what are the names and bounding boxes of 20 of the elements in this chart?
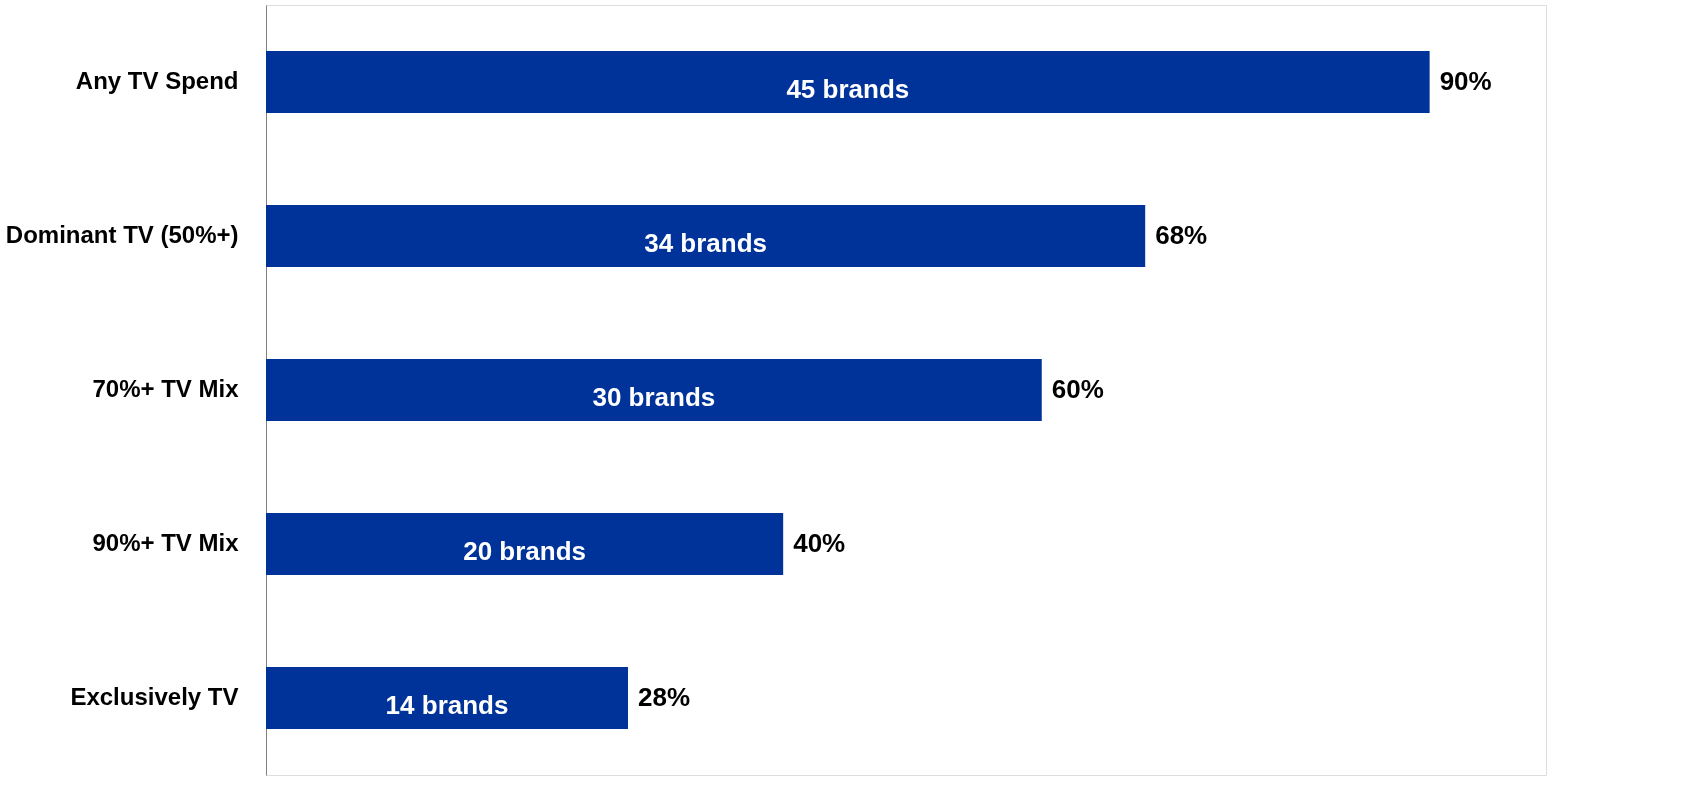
bar	[266, 205, 1146, 267]
data-label: 68%	[1155, 220, 1208, 250]
annotation: 14 brands	[385, 690, 509, 720]
y-tick-label: Dominant TV (50%+)	[5, 221, 239, 248]
y-tick-label: Exclusively TV	[70, 683, 239, 710]
annotation: 30 brands	[592, 382, 716, 412]
bar	[266, 51, 1430, 113]
data-label: 60%	[1051, 374, 1104, 404]
data-label: 28%	[638, 682, 691, 712]
y-tick-label: 70%+ TV Mix	[92, 375, 240, 402]
data-label: 40%	[793, 528, 846, 558]
bar	[266, 513, 784, 575]
bar	[266, 359, 1042, 421]
y-tick-label: 90%+ TV Mix	[92, 529, 240, 556]
data-label: 90%	[1439, 66, 1492, 96]
y-tick-label: Any TV Spend	[75, 67, 239, 94]
annotation: 45 brands	[786, 74, 910, 104]
bar	[266, 667, 629, 729]
annotation: 34 brands	[644, 228, 768, 258]
annotation: 20 brands	[463, 536, 586, 566]
